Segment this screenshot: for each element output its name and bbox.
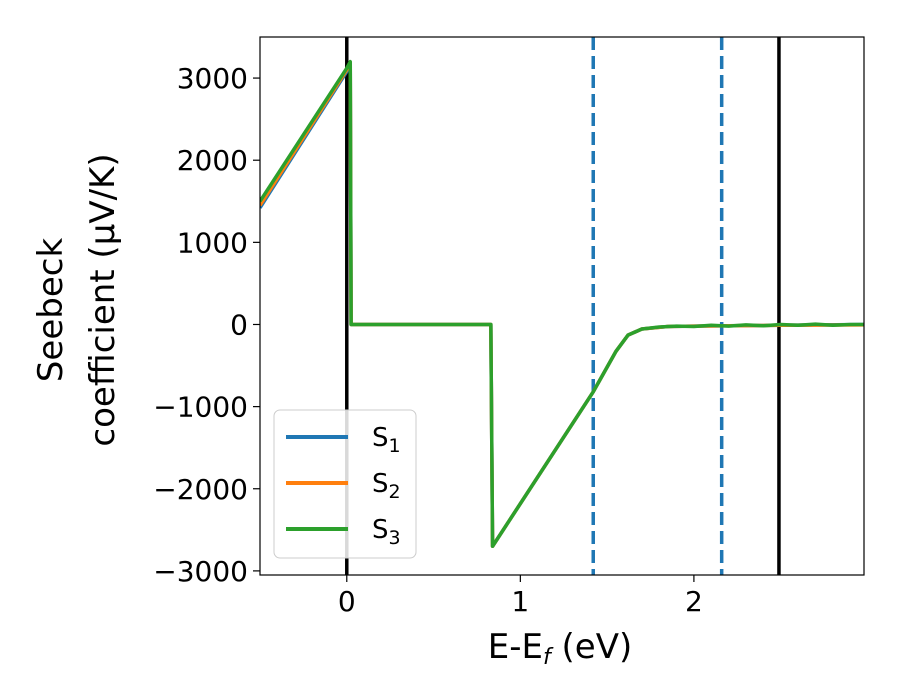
y-tick-label: 0 <box>230 308 248 341</box>
x-tick-label: 1 <box>511 585 529 618</box>
y-axis-label-line2: coefficient (μV/K) <box>83 153 123 446</box>
y-tick-label: −1000 <box>153 391 248 424</box>
y-tick-label: −3000 <box>153 555 248 588</box>
legend: S1 S2 S3 <box>273 409 417 559</box>
y-tick-label: 2000 <box>177 144 248 177</box>
x-tick-label: 2 <box>685 585 703 618</box>
x-axis-ticks: 0 1 2 <box>338 575 703 618</box>
legend-label-S3: S3 <box>372 515 401 549</box>
x-axis-label: E-Ef (eV) <box>488 627 633 670</box>
y-tick-label: 1000 <box>177 226 248 259</box>
x-tick-label: 0 <box>338 585 356 618</box>
y-tick-label: 3000 <box>177 62 248 95</box>
series-lines <box>260 59 864 548</box>
y-axis-ticks: −3000 −2000 −1000 0 1000 2000 3000 <box>153 62 260 588</box>
plot-frame <box>259 36 865 576</box>
legend-label-S2: S2 <box>372 469 401 503</box>
series-line-S3 <box>260 59 864 548</box>
y-axis-label-line1: Seebeck <box>31 238 71 383</box>
legend-label-S1: S1 <box>372 423 401 457</box>
y-tick-label: −2000 <box>153 473 248 506</box>
